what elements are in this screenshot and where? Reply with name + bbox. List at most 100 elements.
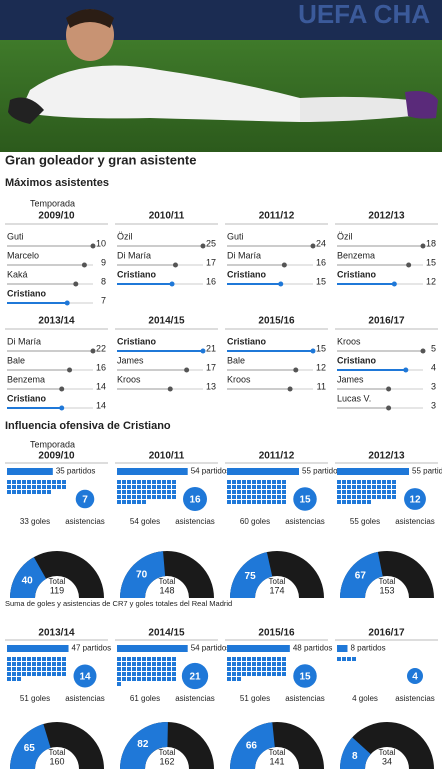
goal-dot (267, 490, 271, 494)
goal-dot (172, 672, 176, 676)
goal-dot (42, 480, 46, 484)
goal-dot (227, 672, 231, 676)
slider-dot (90, 348, 96, 354)
goal-dot (12, 485, 16, 489)
goal-dot (117, 682, 121, 686)
goal-dot (52, 480, 56, 484)
goal-dot (337, 500, 341, 504)
cr7-value: 40 (22, 575, 34, 586)
goal-dot (262, 657, 266, 661)
goal-dot (277, 490, 281, 494)
assist-value: 13 (206, 381, 216, 391)
assists-label: asistencias (65, 694, 105, 703)
goal-dot (357, 490, 361, 494)
total-label: Total (379, 577, 396, 586)
matches-label: 55 partidos (412, 467, 442, 476)
goal-dot (257, 662, 261, 666)
assist-value: 21 (206, 343, 216, 353)
goal-dot (22, 662, 26, 666)
goal-dot (142, 500, 146, 504)
goal-dot (372, 490, 376, 494)
goal-dot (172, 495, 176, 499)
slider-dot (67, 367, 73, 373)
goal-dot (132, 657, 136, 661)
goal-dot (17, 667, 21, 671)
goal-dot (342, 495, 346, 499)
goal-dot (7, 677, 11, 681)
player-name: Cristiano (7, 393, 47, 403)
goal-dot (132, 672, 136, 676)
goal-dot (282, 672, 286, 676)
assists-label: asistencias (395, 694, 435, 703)
goal-dot (242, 657, 246, 661)
goal-dot (147, 677, 151, 681)
goal-dot (7, 490, 11, 494)
goal-dot (57, 662, 61, 666)
goal-dot (27, 480, 31, 484)
goal-dot (12, 677, 16, 681)
matches-label: 47 partidos (72, 644, 112, 653)
goal-dot (342, 657, 346, 661)
goal-dot (117, 480, 121, 484)
slider-dot (403, 367, 409, 373)
matches-bar (117, 645, 188, 652)
goal-dot (42, 485, 46, 489)
goal-dot (172, 490, 176, 494)
goal-dot (262, 667, 266, 671)
goal-dot (157, 657, 161, 661)
assist-value: 5 (431, 343, 436, 353)
goal-dot (337, 480, 341, 484)
matches-label: 54 partidos (191, 467, 231, 476)
goal-dot (252, 500, 256, 504)
goal-dot (127, 495, 131, 499)
goal-dot (122, 672, 126, 676)
slider-dot (281, 262, 287, 268)
goal-dot (262, 490, 266, 494)
goals-dots (337, 657, 356, 661)
assist-value: 11 (317, 381, 326, 391)
goal-dot (237, 485, 241, 489)
goal-dot (12, 480, 16, 484)
goal-dot (227, 667, 231, 671)
goal-dot (152, 485, 156, 489)
slider-dot (406, 262, 412, 268)
goal-dot (282, 657, 286, 661)
goal-dot (22, 480, 26, 484)
donut-cr7 (340, 737, 371, 769)
season-label: Temporada (30, 198, 75, 208)
donut-cr7 (10, 724, 51, 769)
goal-dot (117, 662, 121, 666)
goal-dot (137, 667, 141, 671)
goal-dot (262, 500, 266, 504)
goal-dot (252, 485, 256, 489)
goal-dot (267, 485, 271, 489)
goal-dot (392, 485, 396, 489)
goal-dot (237, 657, 241, 661)
goal-dot (252, 480, 256, 484)
assist-value: 16 (316, 257, 326, 267)
goal-dot (127, 672, 131, 676)
goal-dot (137, 657, 141, 661)
goal-dot (232, 672, 236, 676)
goal-dot (37, 480, 41, 484)
assist-value: 9 (101, 257, 106, 267)
assists-value: 15 (299, 495, 311, 506)
goal-dot (37, 672, 41, 676)
caption: Suma de goles y asistencias de CR7 y gol… (5, 599, 232, 608)
goal-dot (257, 657, 261, 661)
slider-dot (81, 262, 87, 268)
matches-bar (227, 645, 290, 652)
goal-dot (172, 485, 176, 489)
total-value: 174 (269, 585, 284, 595)
goal-dot (352, 500, 356, 504)
goal-dot (252, 490, 256, 494)
goal-dot (132, 495, 136, 499)
goal-dot (142, 480, 146, 484)
goal-dot (172, 662, 176, 666)
goals-label: 51 goles (20, 694, 50, 703)
assists-value: 14 (79, 672, 91, 683)
slider-dot (293, 367, 299, 373)
assist-value: 22 (96, 343, 106, 353)
cr7-value: 8 (352, 751, 358, 762)
player-name: James (337, 374, 364, 384)
